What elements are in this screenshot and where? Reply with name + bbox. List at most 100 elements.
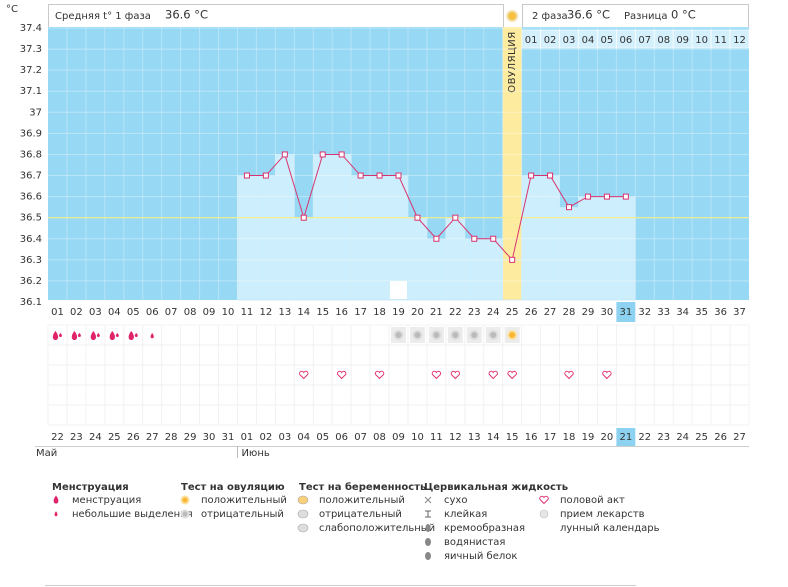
symbol-cell xyxy=(578,344,598,366)
legend-item: лунный календарь xyxy=(560,523,660,534)
symbol-cell xyxy=(672,384,693,406)
symbol-cell xyxy=(218,344,238,366)
date: 24 xyxy=(676,432,689,443)
symbol-cell xyxy=(256,344,276,366)
symbol-cell xyxy=(369,404,390,426)
symbol-cell xyxy=(483,344,504,366)
date: 21 xyxy=(619,432,632,443)
symbol-cell xyxy=(161,344,182,366)
date: 04 xyxy=(297,432,310,443)
symbol-cell xyxy=(540,344,560,366)
cycle-day: 32 xyxy=(638,307,651,318)
symbol-cell xyxy=(464,364,485,386)
date: 11 xyxy=(430,432,443,443)
legend-title: Тест на беременность xyxy=(299,481,426,493)
intercourse-icon xyxy=(488,370,498,380)
cycle-day: 35 xyxy=(695,307,708,318)
symbol-cell xyxy=(104,384,125,406)
date: 02 xyxy=(260,432,273,443)
luteal-day: 05 xyxy=(601,35,614,46)
ovulation-label: ОВУЛЯЦИЯ xyxy=(507,31,518,93)
legend-title: Тест на овуляцию xyxy=(181,482,285,493)
symbol-cell xyxy=(559,344,579,366)
phase1-label: Средняя t° 1 фаза xyxy=(55,11,151,22)
symbol-cell xyxy=(312,324,333,346)
symbol-cell xyxy=(331,404,352,426)
symbol-cell xyxy=(710,384,731,406)
y-tick-label: 37.1 xyxy=(20,86,42,97)
legend-item: небольшие выделения xyxy=(72,509,193,520)
symbol-cell xyxy=(540,364,560,386)
cycle-day: 27 xyxy=(544,307,557,318)
cycle-day: 03 xyxy=(89,307,102,318)
symbol-cell xyxy=(407,364,428,386)
symbol-cell xyxy=(445,404,466,426)
symbol-cell xyxy=(331,384,352,406)
menstruation-icon xyxy=(128,331,134,340)
symbol-cell xyxy=(710,364,731,386)
legend-icon xyxy=(541,523,546,533)
unit: °C xyxy=(6,4,18,15)
temp-bar xyxy=(426,238,447,301)
menstruation-icon xyxy=(109,331,115,340)
symbol-cell xyxy=(615,384,636,406)
symbol-cell xyxy=(161,404,182,426)
red-date-flag xyxy=(246,445,248,446)
legend-item: сухо xyxy=(444,495,467,506)
legend-icon xyxy=(297,523,309,533)
symbol-cell xyxy=(123,384,144,406)
symbol-cell xyxy=(729,404,750,426)
symbol-cell xyxy=(199,364,219,386)
symbol-cell xyxy=(256,404,276,426)
symbol-cell xyxy=(350,384,371,406)
symbol-cell xyxy=(237,404,257,426)
ovulation-test-negative xyxy=(412,330,423,340)
legend-item: менструация xyxy=(72,495,141,506)
symbol-cell xyxy=(483,364,504,386)
legend-icon xyxy=(425,538,431,546)
legend-item: кремообразная xyxy=(444,523,525,534)
legend-item: прием лекарств xyxy=(560,509,645,520)
symbol-cell xyxy=(199,404,219,426)
symbol-cell xyxy=(388,364,409,386)
y-tick-label: 37.3 xyxy=(20,44,42,55)
symbol-cell xyxy=(578,364,598,386)
legend-item: слабоположительный xyxy=(319,523,435,534)
symbol-cell xyxy=(350,404,371,426)
symbol-cell xyxy=(66,344,87,366)
symbol-cell xyxy=(293,364,314,386)
y-tick-label: 36.5 xyxy=(20,213,42,224)
legend-item: половой акт xyxy=(560,495,625,506)
cycle-day: 36 xyxy=(714,307,727,318)
temp-point xyxy=(338,151,345,158)
temp-point xyxy=(433,235,440,242)
date: 27 xyxy=(146,432,159,443)
cycle-day: 14 xyxy=(297,307,310,318)
date: 25 xyxy=(108,432,121,443)
legend-item: положительный xyxy=(319,495,405,506)
symbol-cell xyxy=(729,384,750,406)
intercourse-icon xyxy=(564,370,574,380)
symbol-cell xyxy=(634,384,655,406)
date: 01 xyxy=(241,432,254,443)
intercourse-icon xyxy=(336,370,347,380)
symbol-cell xyxy=(180,364,200,386)
symbol-cell xyxy=(142,404,163,426)
legend-item: клейкая xyxy=(444,509,487,520)
menstruation-icon xyxy=(52,331,59,340)
symbol-cell xyxy=(691,344,712,366)
diff-label: Разница xyxy=(624,11,667,22)
symbol-cell xyxy=(426,404,447,426)
date: 25 xyxy=(695,432,708,443)
symbol-cell xyxy=(256,324,276,346)
symbol-cell xyxy=(369,344,390,366)
menstruation-icon-2 xyxy=(134,333,138,337)
symbol-cell xyxy=(559,324,579,346)
ovulation-test-negative xyxy=(450,330,461,340)
symbol-cell xyxy=(218,364,238,386)
symbol-cell xyxy=(312,344,333,366)
symbol-cell xyxy=(274,324,295,346)
date: 23 xyxy=(657,432,670,443)
symbol-cell xyxy=(218,384,238,406)
cycle-day: 26 xyxy=(525,307,538,318)
